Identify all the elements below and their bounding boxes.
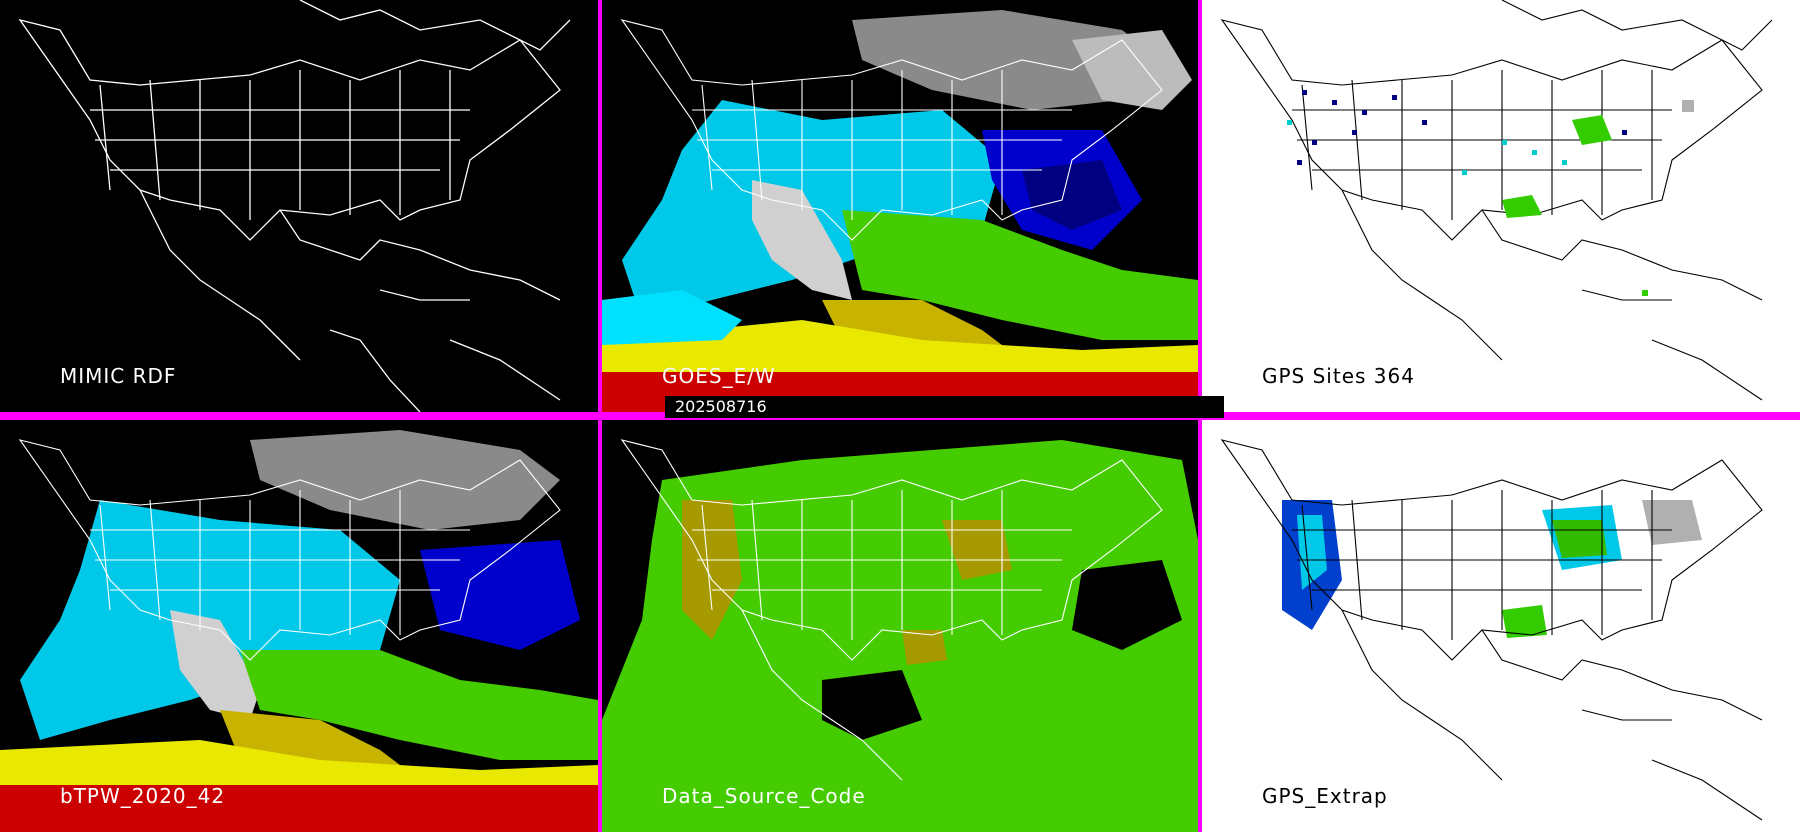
gps-sites-map [1220,0,1773,401]
panel-mimic-rdf: MIMIC RDF [0,0,598,412]
panel-gps-sites: GPS Sites 364 [1202,0,1800,412]
goes-e-w-map [602,10,1198,412]
panel-goes-e-w: GOES_E/W [602,0,1198,412]
panel-label: MIMIC RDF [60,364,177,388]
data-source-code-map [602,439,1198,832]
panel-label: GOES_E/W [662,364,776,388]
panel-label: GPS_Extrap [1262,784,1388,808]
panel-data-source-code: Data_Source_Code [602,420,1198,832]
panel-label: GPS Sites 364 [1262,364,1415,388]
mimic-rdf-map [18,0,571,412]
panel-gps-extrap: GPS_Extrap [1202,420,1800,832]
panel-label: Data_Source_Code [662,784,866,808]
panel-btpw: bTPW_2020_42 [0,420,598,832]
btpw-map [0,430,598,832]
timestamp: 202508716 [665,396,1224,418]
panel-label: bTPW_2020_42 [60,784,226,808]
gps-extrap-map [1220,439,1763,821]
